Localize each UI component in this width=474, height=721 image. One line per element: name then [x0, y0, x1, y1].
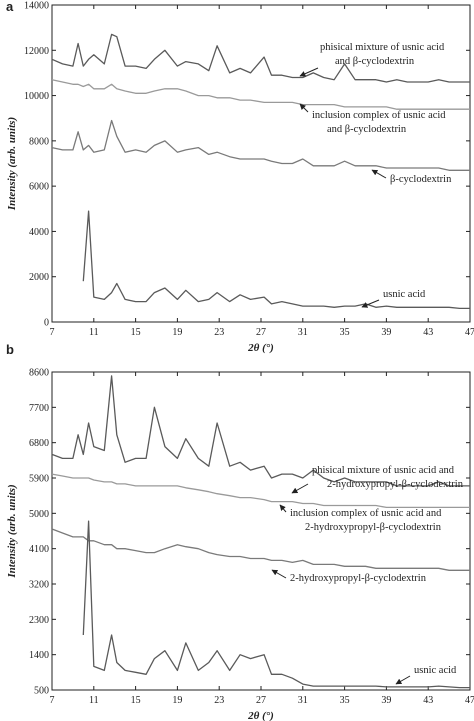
annotation-arrow [279, 504, 287, 513]
x-tick-label: 35 [340, 327, 350, 338]
annotation-arrow [395, 675, 411, 685]
series-annotation: usnic acid [383, 289, 426, 300]
series-line [51, 79, 470, 110]
series-annotation: inclusion complex of usnic acid and [290, 508, 442, 519]
y-tick-label: 1400 [29, 650, 49, 661]
series-annotation: β-cyclodextrin [390, 174, 452, 185]
y-tick-label: 500 [34, 686, 49, 697]
x-tick-label: 15 [131, 327, 141, 338]
x-tick-label: 35 [340, 695, 350, 706]
x-tick-label: 31 [298, 695, 308, 706]
panel-label: a [6, 0, 14, 14]
y-tick-label: 8000 [29, 136, 49, 147]
series-line [82, 210, 470, 310]
y-tick-label: 3200 [29, 580, 49, 591]
y-axis-label: Intensity (arb. units) [6, 117, 18, 211]
annotation-arrow [371, 169, 387, 179]
x-tick-label: 43 [423, 695, 433, 706]
x-tick-label: 39 [381, 695, 391, 706]
series-line [51, 33, 470, 83]
annotation-arrow [361, 299, 380, 308]
x-tick-label: 27 [256, 695, 266, 706]
x-tick-label: 11 [89, 695, 99, 706]
y-tick-label: 5000 [29, 509, 49, 520]
annotation-arrow [299, 67, 319, 77]
series-line [51, 528, 470, 571]
x-axis-label: 2θ (°) [247, 710, 274, 721]
series-line [51, 119, 470, 171]
y-tick-label: 2300 [29, 615, 49, 626]
series-annotation: 2-hydroxypropyl-β-cyclodextrin [305, 522, 442, 533]
series-annotation: phisical mixture of usnic acid and [312, 465, 455, 476]
y-tick-label: 2000 [29, 272, 49, 283]
x-tick-label: 23 [214, 327, 224, 338]
y-tick-label: 0 [44, 318, 49, 329]
y-tick-label: 4000 [29, 227, 49, 238]
y-tick-label: 8600 [29, 368, 49, 379]
series-line [51, 473, 470, 509]
y-tick-label: 4100 [29, 544, 49, 555]
series-line [82, 520, 470, 689]
y-axis-label: Intensity (arb. units) [6, 484, 18, 578]
series-annotation: phisical mixture of usnic acid [320, 42, 445, 53]
x-tick-label: 31 [298, 327, 308, 338]
x-tick-label: 47 [465, 327, 474, 338]
y-tick-label: 10000 [24, 91, 49, 102]
series-annotation: inclusion complex of usnic acid [312, 110, 446, 121]
x-tick-label: 27 [256, 327, 266, 338]
series-annotation: and β-cyclodextrin [335, 56, 415, 67]
y-tick-label: 6800 [29, 438, 49, 449]
x-axis-label: 2θ (°) [247, 342, 274, 354]
y-tick-label: 12000 [24, 46, 49, 57]
x-tick-label: 23 [214, 695, 224, 706]
x-tick-label: 15 [131, 695, 141, 706]
x-tick-label: 39 [381, 327, 391, 338]
annotation-arrow [271, 569, 287, 579]
y-tick-label: 14000 [24, 1, 49, 12]
y-tick-label: 5900 [29, 474, 49, 485]
y-tick-label: 6000 [29, 182, 49, 193]
x-tick-label: 7 [50, 695, 55, 706]
x-tick-label: 11 [89, 327, 99, 338]
x-tick-label: 19 [172, 695, 182, 706]
series-annotation: and β-cyclodextrin [327, 124, 407, 135]
x-tick-label: 7 [50, 327, 55, 338]
y-tick-label: 7700 [29, 403, 49, 414]
x-tick-label: 43 [423, 327, 433, 338]
series-line [51, 375, 470, 487]
annotation-arrow [291, 483, 309, 494]
series-annotation: usnic acid [414, 665, 457, 676]
series-annotation: 2-hydroxypropyl-β-cyclodextrin [327, 479, 464, 490]
annotation-arrow [299, 103, 309, 113]
x-tick-label: 19 [172, 327, 182, 338]
panel-label: b [6, 342, 14, 357]
series-annotation: 2-hydroxypropyl-β-cyclodextrin [290, 573, 427, 584]
x-tick-label: 47 [465, 695, 474, 706]
